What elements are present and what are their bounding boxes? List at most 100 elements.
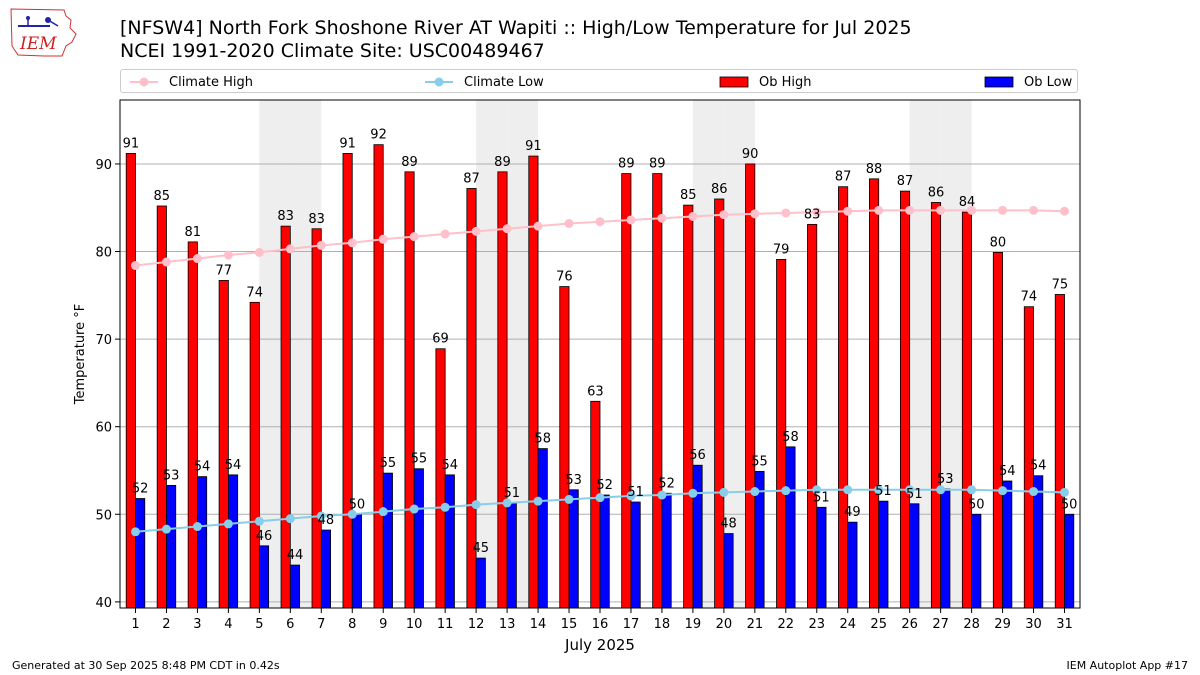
ob-high-label: 89 [618,157,635,172]
climate-low-point [626,491,636,501]
ob-high-label: 80 [990,235,1007,250]
climate-high-point [874,205,884,215]
chart-subtitle: NCEI 1991-2020 Climate Site: USC00489467 [120,40,545,62]
ob-low-bar [166,484,177,609]
climate-low-point [161,524,171,534]
climate-low-point [285,514,295,524]
ob-high-bar [435,348,446,609]
ob-high-label: 83 [277,209,294,224]
climate-high-point [285,244,295,254]
ob-high-label: 92 [370,128,387,143]
ob-high-label: 79 [773,242,790,257]
ob-low-label: 58 [782,430,799,445]
ob-low-bar [971,513,982,609]
climate-high-point [378,234,388,244]
x-tick-label: 3 [193,617,201,632]
ob-low-bar [568,489,579,609]
ob-high-label: 87 [835,170,852,185]
climate-high-point [688,211,698,221]
climate-low-point [936,485,946,495]
ob-high-label: 89 [494,155,511,170]
ob-high-bar [373,144,384,609]
ob-high-label: 75 [1052,277,1069,292]
ob-high-label: 77 [215,263,232,278]
legend-label: Climate Low [464,74,544,90]
climate-low-point [471,500,481,510]
ob-high-bar [125,153,136,609]
y-tick-label: 80 [95,246,112,261]
ob-low-label: 54 [225,458,242,473]
ob-low-bar [197,476,208,609]
x-tick-label: 23 [809,617,826,632]
x-tick-label: 14 [530,617,547,632]
ob-high-label: 85 [154,189,171,204]
ob-high-bar [838,186,849,609]
climate-high-point [316,240,326,250]
logo-text: IEM [19,34,57,54]
x-tick-label: 13 [499,617,516,632]
x-tick-label: 15 [561,617,578,632]
ob-low-label: 51 [875,484,892,499]
ob-high-label: 91 [123,136,140,151]
climate-high-point [440,229,450,239]
climate-high-point [223,250,233,260]
ob-high-bar [1023,306,1034,609]
legend-label: Ob Low [1024,74,1073,90]
app-footer: IEM Autoplot App #17 [1066,659,1189,672]
climate-low-point [502,498,512,508]
climate-low-point [533,496,543,506]
ob-low-bar [475,557,486,609]
ob-high-bar [869,178,880,609]
y-tick-label: 50 [95,508,112,523]
ob-high-bar [621,173,632,609]
legend-item-climate-high: Climate High [129,73,253,91]
ob-low-label: 45 [473,541,490,556]
climate-low-point [657,490,667,500]
x-tick-label: 26 [901,617,918,632]
ob-low-bar [444,474,455,609]
ob-high-label: 90 [742,147,759,162]
ob-high-label: 91 [339,136,356,151]
ob-low-label: 49 [844,505,861,520]
ob-high-bar [1054,294,1065,609]
ob-high-bar [249,301,260,609]
ob-low-bar [382,472,393,609]
y-tick-label: 60 [95,421,112,436]
ob-high-bar [590,400,601,609]
climate-low-point [409,504,419,514]
x-tick-label: 12 [468,617,485,632]
x-tick-label: 19 [685,617,702,632]
climate-high-point [1029,205,1039,215]
ob-low-bar [785,446,796,609]
climate-high-point [595,217,605,227]
ob-low-label: 54 [1030,459,1047,474]
ob-low-bar [878,500,889,609]
ob-high-bar [992,251,1003,609]
legend-label: Ob High [759,74,812,90]
ob-high-label: 88 [866,162,883,177]
legend-item-climate-low: Climate Low [424,73,544,91]
ob-low-label: 54 [442,458,459,473]
ob-high-bar [683,204,694,609]
ob-low-label: 50 [968,497,985,512]
ob-low-bar [630,501,641,609]
x-tick-label: 17 [623,617,640,632]
ob-low-label: 54 [999,464,1016,479]
ob-low-label: 51 [813,490,830,505]
ob-low-label: 56 [689,448,706,463]
ob-low-bar [723,533,734,609]
x-tick-label: 30 [1025,617,1042,632]
ob-high-label: 86 [711,182,728,197]
climate-low-point [874,485,884,495]
ob-low-label: 52 [132,482,149,497]
climate-high-point [967,205,977,215]
climate-low-point [223,519,233,529]
climate-high-point [905,205,915,215]
ob-high-bar [652,173,663,609]
ob-low-label: 46 [256,529,273,544]
x-tick-label: 27 [932,617,949,632]
legend-line-marker-icon [130,77,158,87]
climate-low-point [781,486,791,496]
legend-swatch-icon [984,76,1014,88]
ob-high-label: 87 [897,174,914,189]
